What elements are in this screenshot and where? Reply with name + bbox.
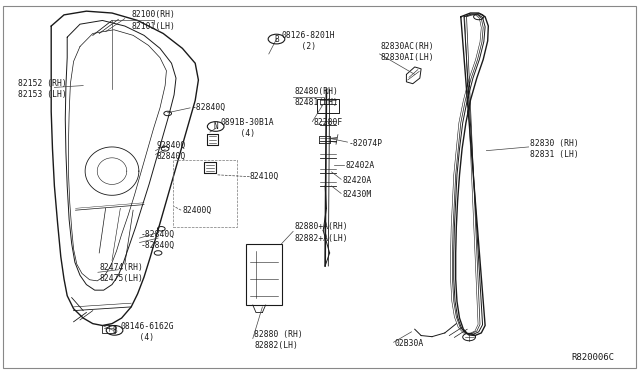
Text: 82474(RH)
82475(LH): 82474(RH) 82475(LH) [99, 263, 143, 283]
Text: -82840Q
-82840Q: -82840Q -82840Q [141, 230, 175, 250]
Text: 82280F: 82280F [314, 118, 343, 127]
Text: 82430M: 82430M [342, 190, 372, 199]
Text: 82400Q: 82400Q [182, 206, 212, 215]
Text: -82074P: -82074P [349, 139, 383, 148]
Text: 08146-6162G
    (4): 08146-6162G (4) [120, 322, 174, 342]
Text: 08126-8201H
    (2): 08126-8201H (2) [282, 31, 335, 51]
Text: 82880 (RH)
82882(LH): 82880 (RH) 82882(LH) [254, 330, 303, 350]
Text: N: N [213, 122, 218, 131]
Text: 82830 (RH)
82831 (LH): 82830 (RH) 82831 (LH) [530, 139, 579, 159]
Text: 82152 (RH)
82153 (LH): 82152 (RH) 82153 (LH) [18, 79, 67, 99]
Text: 82480(RH)
82481(LH): 82480(RH) 82481(LH) [294, 87, 339, 107]
Text: B: B [112, 326, 117, 335]
Text: 02B30A: 02B30A [395, 339, 424, 348]
Text: 82410Q: 82410Q [250, 172, 279, 181]
Text: 82880+A(RH)
82882+A(LH): 82880+A(RH) 82882+A(LH) [294, 222, 348, 243]
Text: 82830AC(RH)
82830AI(LH): 82830AC(RH) 82830AI(LH) [381, 42, 435, 62]
Text: 82100(RH)
82101(LH): 82100(RH) 82101(LH) [132, 10, 175, 31]
Text: 92840Q
82840Q: 92840Q 82840Q [157, 141, 186, 161]
Text: -82840Q: -82840Q [192, 103, 226, 112]
Text: 82420A: 82420A [342, 176, 372, 185]
Text: 82402A: 82402A [346, 161, 375, 170]
Text: B: B [274, 35, 279, 44]
Text: R820006C: R820006C [572, 353, 614, 362]
Text: 0891B-30B1A
    (4): 0891B-30B1A (4) [221, 118, 275, 138]
